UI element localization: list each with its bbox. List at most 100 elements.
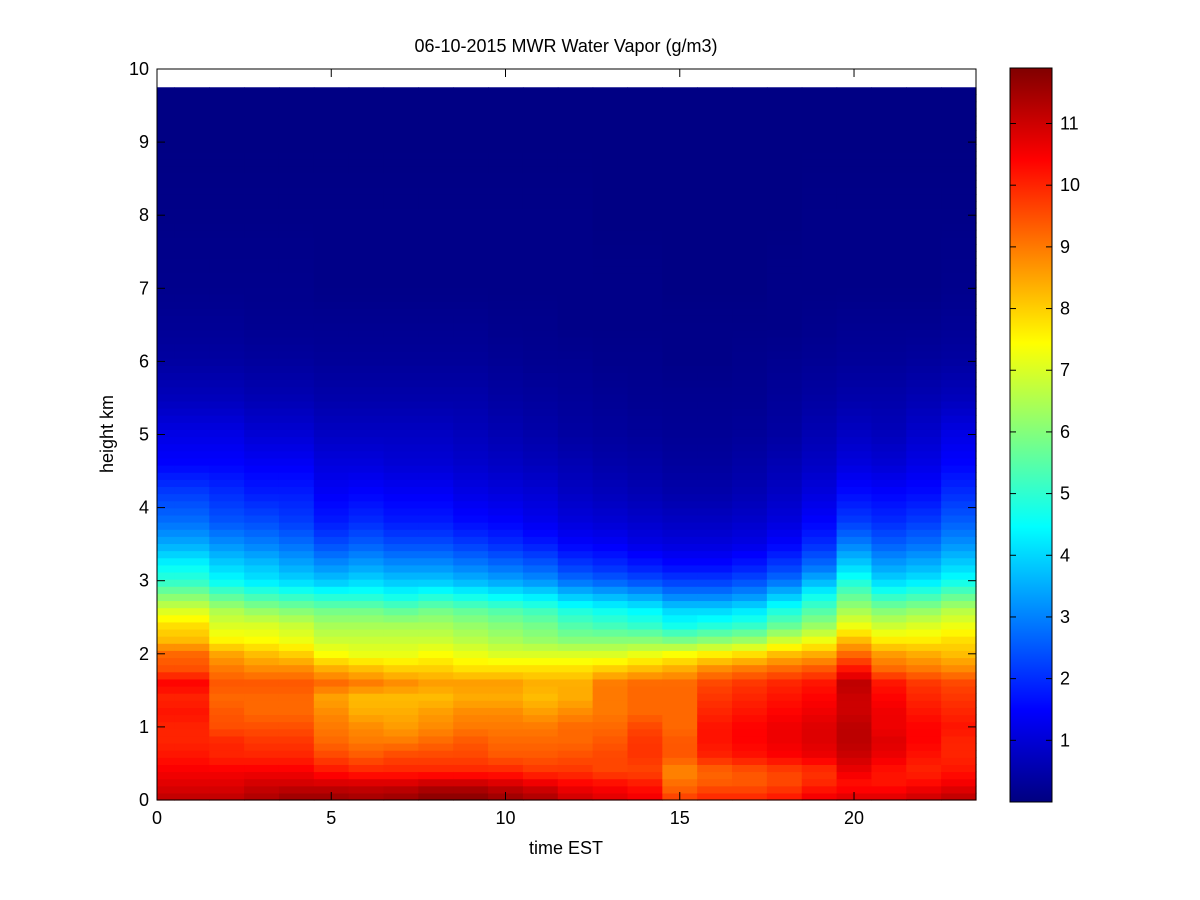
heatmap-cell: [557, 272, 594, 281]
heatmap-cell: [766, 636, 803, 644]
heatmap-cell: [941, 293, 977, 302]
heatmap-cell: [488, 671, 524, 680]
heatmap-cell: [522, 429, 559, 438]
heatmap-cell: [157, 265, 176, 274]
heatmap-cell: [209, 700, 245, 708]
heatmap-cell: [941, 657, 977, 666]
heatmap-cell: [522, 486, 559, 495]
heatmap-cell: [522, 792, 559, 801]
heatmap-cell: [348, 443, 385, 452]
heatmap-cell: [157, 208, 176, 217]
heatmap-cell: [157, 621, 176, 630]
heatmap-cell: [732, 593, 768, 602]
heatmap-cell: [313, 172, 350, 181]
heatmap-cell: [522, 87, 559, 95]
heatmap-cell: [174, 115, 210, 124]
heatmap-cell: [522, 301, 559, 309]
heatmap-cell: [662, 550, 698, 559]
heatmap-cell: [522, 293, 559, 302]
heatmap-cell: [488, 115, 524, 124]
heatmap-cell: [801, 372, 838, 381]
heatmap-cell: [383, 350, 419, 359]
heatmap-cell: [418, 222, 454, 231]
heatmap-cell: [801, 450, 838, 459]
heatmap-cell: [557, 657, 594, 666]
heatmap-cell: [157, 586, 176, 594]
heatmap-cell: [522, 137, 559, 145]
heatmap-cell: [592, 778, 629, 787]
heatmap-cell: [592, 293, 629, 302]
heatmap-cell: [174, 236, 210, 245]
heatmap-cell: [488, 393, 524, 402]
heatmap-cell: [697, 422, 733, 430]
heatmap-cell: [383, 336, 419, 345]
heatmap-cell: [941, 229, 977, 238]
heatmap-cell: [732, 522, 768, 530]
heatmap-cell: [592, 108, 629, 117]
heatmap-cell: [313, 379, 350, 388]
heatmap-cell: [557, 279, 594, 288]
heatmap-cell: [157, 557, 176, 566]
heatmap-cell: [592, 137, 629, 145]
heatmap-cell: [941, 536, 977, 545]
heatmap-cell: [766, 472, 803, 480]
heatmap-cell: [244, 393, 280, 402]
heatmap-cell: [209, 172, 245, 181]
heatmap-cell: [174, 771, 210, 780]
heatmap-cell: [313, 742, 350, 751]
heatmap-cell: [557, 386, 594, 395]
heatmap-cell: [732, 279, 768, 288]
heatmap-cell: [836, 529, 873, 537]
heatmap-cell: [209, 350, 245, 359]
heatmap-cell: [871, 671, 907, 680]
heatmap-cell: [383, 771, 419, 780]
heatmap-cell: [592, 465, 629, 473]
heatmap-cell: [488, 586, 524, 594]
heatmap-cell: [174, 714, 210, 723]
heatmap-cell: [697, 279, 733, 288]
heatmap-cell: [906, 657, 942, 666]
heatmap-cell: [348, 700, 385, 708]
heatmap-cell: [906, 700, 942, 708]
heatmap-cell: [871, 115, 907, 124]
heatmap-cell: [313, 479, 350, 487]
heatmap-cell: [697, 415, 733, 423]
heatmap-cell: [418, 571, 454, 580]
heatmap-cell: [732, 579, 768, 587]
heatmap-cell: [418, 151, 454, 160]
heatmap-cell: [697, 586, 733, 594]
heatmap-cell: [278, 172, 315, 181]
heatmap-cell: [174, 94, 210, 103]
heatmap-cell: [348, 229, 385, 238]
heatmap-cell: [941, 792, 977, 801]
heatmap-cell: [488, 643, 524, 651]
heatmap-cell: [209, 429, 245, 438]
heatmap-cell: [453, 486, 489, 495]
heatmap-cell: [522, 514, 559, 523]
heatmap-cell: [348, 564, 385, 573]
heatmap-cell: [348, 122, 385, 131]
heatmap-cell: [278, 465, 315, 473]
heatmap-cell: [662, 244, 698, 252]
heatmap-cell: [836, 408, 873, 416]
heatmap-cell: [871, 122, 907, 131]
heatmap-cell: [488, 272, 524, 281]
heatmap-cell: [522, 764, 559, 773]
heatmap-cell: [697, 657, 733, 666]
heatmap-cell: [488, 172, 524, 181]
heatmap-cell: [906, 450, 942, 459]
heatmap-cell: [732, 179, 768, 188]
heatmap-cell: [732, 415, 768, 423]
heatmap-cell: [592, 643, 629, 651]
heatmap-cell: [383, 586, 419, 594]
heatmap-cell: [592, 579, 629, 587]
heatmap-cell: [313, 714, 350, 723]
heatmap-cell: [662, 721, 698, 730]
heatmap-cell: [801, 557, 838, 566]
heatmap-cell: [732, 122, 768, 131]
heatmap-cell: [418, 614, 454, 623]
heatmap-cell: [557, 650, 594, 659]
colorbar-tick-label: 10: [1060, 175, 1080, 195]
heatmap-cell: [766, 265, 803, 274]
heatmap-cell: [383, 201, 419, 210]
